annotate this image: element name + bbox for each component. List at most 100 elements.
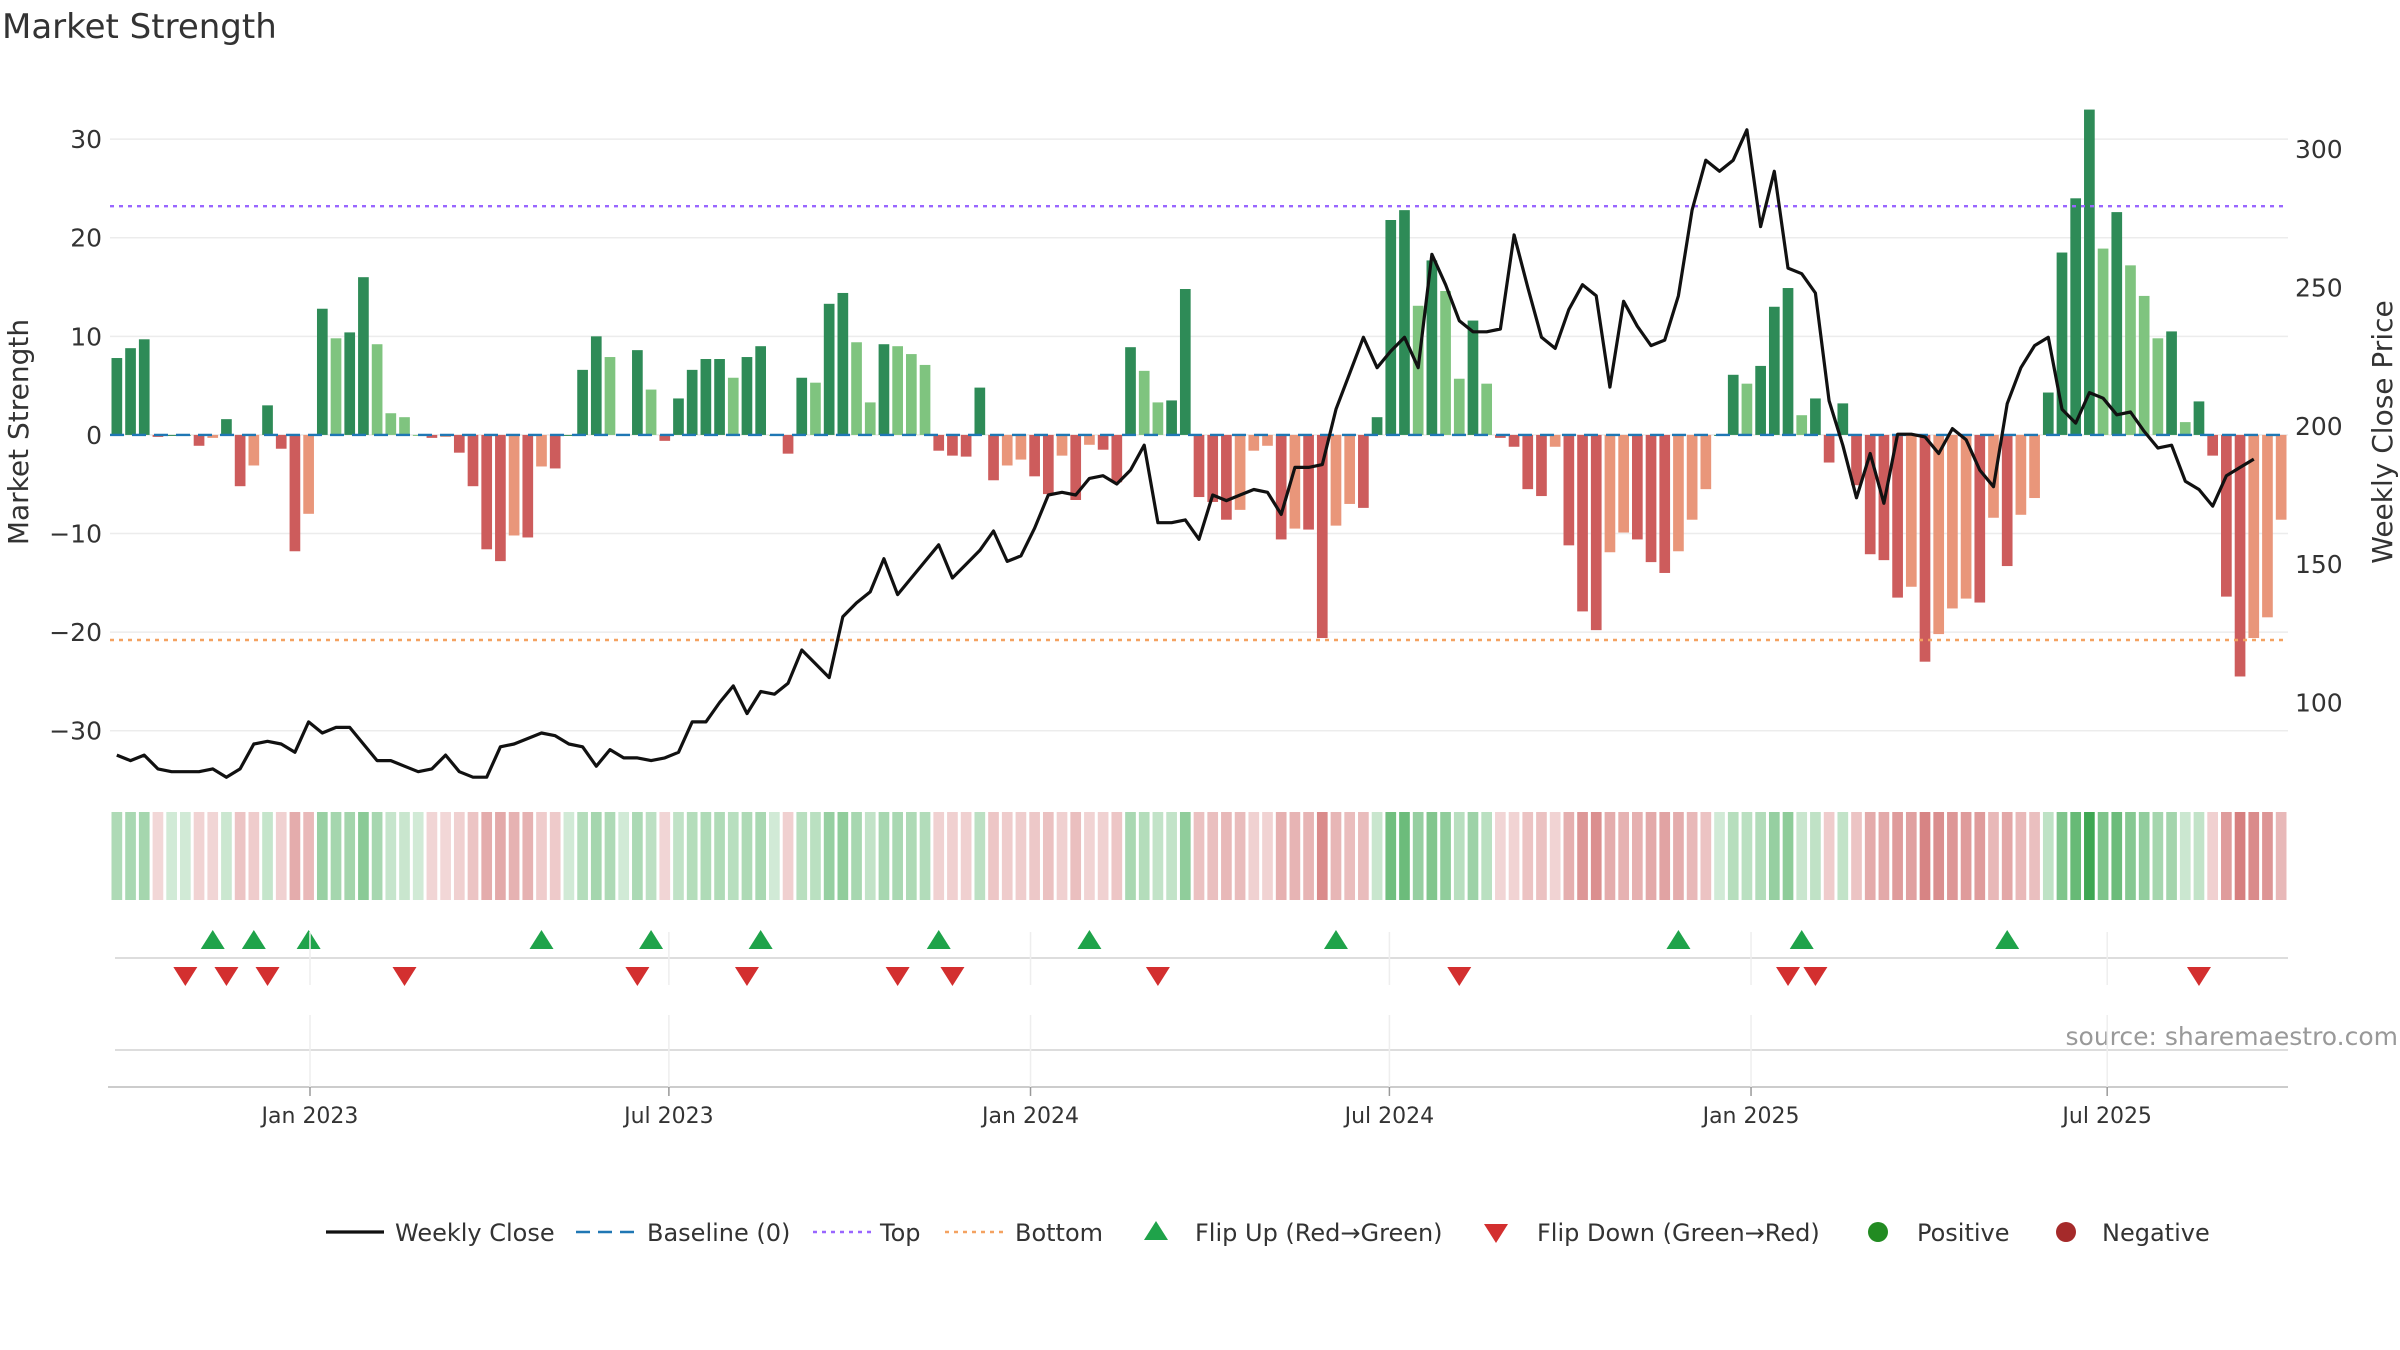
- flip-down-marker: [734, 967, 759, 986]
- strip-cell: [1399, 812, 1410, 900]
- strip-cell: [1481, 812, 1493, 900]
- strip-cell: [782, 812, 794, 900]
- strength-bar: [892, 346, 903, 435]
- legend-label: Top: [879, 1219, 921, 1247]
- strip-cell: [1810, 812, 1821, 900]
- flip-down-marker: [1145, 967, 1170, 986]
- strip-cell: [1659, 812, 1671, 900]
- strip-cell: [1727, 812, 1739, 900]
- strength-bar: [1303, 434, 1314, 530]
- strip-cell: [207, 812, 219, 900]
- strip-cell: [1988, 812, 1999, 900]
- strip-cell: [2001, 812, 2013, 900]
- strength-bar: [2179, 422, 2191, 435]
- strip-cell: [1316, 812, 1328, 900]
- flip-up-marker: [296, 930, 321, 949]
- strength-bar: [2070, 198, 2082, 435]
- y-right-axis-label: Weekly Close Price: [2366, 300, 2399, 563]
- strength-bar: [344, 332, 356, 435]
- strip-cell: [1590, 812, 1602, 900]
- strip-cell: [152, 812, 164, 900]
- strip-cell: [481, 812, 493, 900]
- strip-cell: [1358, 812, 1369, 900]
- strength-bar: [467, 434, 479, 487]
- strength-bar: [2111, 212, 2123, 435]
- strip-cell: [2262, 812, 2273, 900]
- strip-cell: [1741, 812, 1753, 900]
- strength-bar: [1056, 434, 1068, 456]
- strip-cell: [2097, 812, 2109, 900]
- strength-bar: [2234, 434, 2246, 677]
- strip-cell: [111, 812, 123, 900]
- flip-up-marker: [1323, 930, 1348, 949]
- strip-cell: [960, 812, 972, 900]
- strength-bar: [960, 434, 972, 457]
- strip-cell: [2056, 812, 2068, 900]
- strength-bar: [878, 344, 890, 435]
- y-left-tick-label: 0: [86, 421, 102, 450]
- strength-bar: [919, 364, 931, 435]
- strength-bar: [1673, 434, 1684, 552]
- strength-bar: [495, 434, 506, 562]
- strip-cell: [673, 812, 684, 900]
- flip-down-marker: [214, 967, 239, 986]
- strength-bar: [1974, 434, 1986, 603]
- flip-up-marker: [1995, 930, 2020, 949]
- strength-bar: [727, 377, 739, 435]
- strength-bar: [1412, 305, 1424, 435]
- strip-cell: [1179, 812, 1191, 900]
- strength-bar: [2084, 109, 2095, 435]
- strip-cell: [2234, 812, 2246, 900]
- strip-cell: [1768, 812, 1780, 900]
- strip-cell: [330, 812, 342, 900]
- strength-bar: [522, 434, 534, 538]
- flip-down-marker: [940, 967, 965, 986]
- strip-cell: [1714, 812, 1725, 900]
- strength-bar: [1138, 370, 1150, 435]
- strength-bar: [741, 357, 753, 435]
- strength-bar: [426, 434, 438, 438]
- strip-cell: [1508, 812, 1520, 900]
- strip-cell: [1166, 812, 1177, 900]
- strip-cell: [632, 812, 643, 900]
- strip-cell: [138, 812, 150, 900]
- strength-bar: [371, 344, 383, 435]
- strength-bar: [1015, 434, 1027, 460]
- strip-cell: [755, 812, 767, 900]
- strip-cell: [974, 812, 986, 900]
- left-axis-ticks: −30 −20 −10 0 10 20 30: [49, 125, 102, 746]
- strength-bar: [207, 434, 219, 438]
- strip-cell: [2152, 812, 2164, 900]
- strength-bar: [810, 382, 821, 435]
- strip-cell: [412, 812, 424, 900]
- strength-bar: [1467, 320, 1479, 435]
- strip-cell: [1851, 812, 1862, 900]
- strength-bar: [2166, 331, 2177, 435]
- strength-bar: [549, 434, 561, 469]
- strength-bar: [1495, 434, 1506, 438]
- legend-label: Weekly Close: [395, 1219, 555, 1247]
- strength-bar: [714, 359, 725, 435]
- flip-up-marker: [1789, 930, 1814, 949]
- strength-bar: [303, 434, 314, 514]
- flip-down-marker: [625, 967, 650, 986]
- strength-bar: [1563, 434, 1575, 546]
- strip-cell: [1097, 812, 1109, 900]
- strength-bar: [1577, 434, 1588, 612]
- strip-cell: [1563, 812, 1575, 900]
- strength-bar: [823, 303, 835, 435]
- strength-bar: [563, 434, 575, 436]
- strength-bar: [1549, 434, 1561, 447]
- legend-swatch: [1144, 1221, 1168, 1240]
- strip-cell: [659, 812, 671, 900]
- strength-bar: [1837, 403, 1849, 435]
- strip-cell: [2207, 812, 2219, 900]
- strength-bar: [1193, 434, 1205, 498]
- strip-cell: [563, 812, 575, 900]
- strip-cell: [2275, 812, 2287, 900]
- flip-up-marker: [1077, 930, 1102, 949]
- strength-bar: [1316, 434, 1328, 639]
- strip-cell: [1618, 812, 1629, 900]
- strip-cell: [1303, 812, 1314, 900]
- strip-cell: [892, 812, 903, 900]
